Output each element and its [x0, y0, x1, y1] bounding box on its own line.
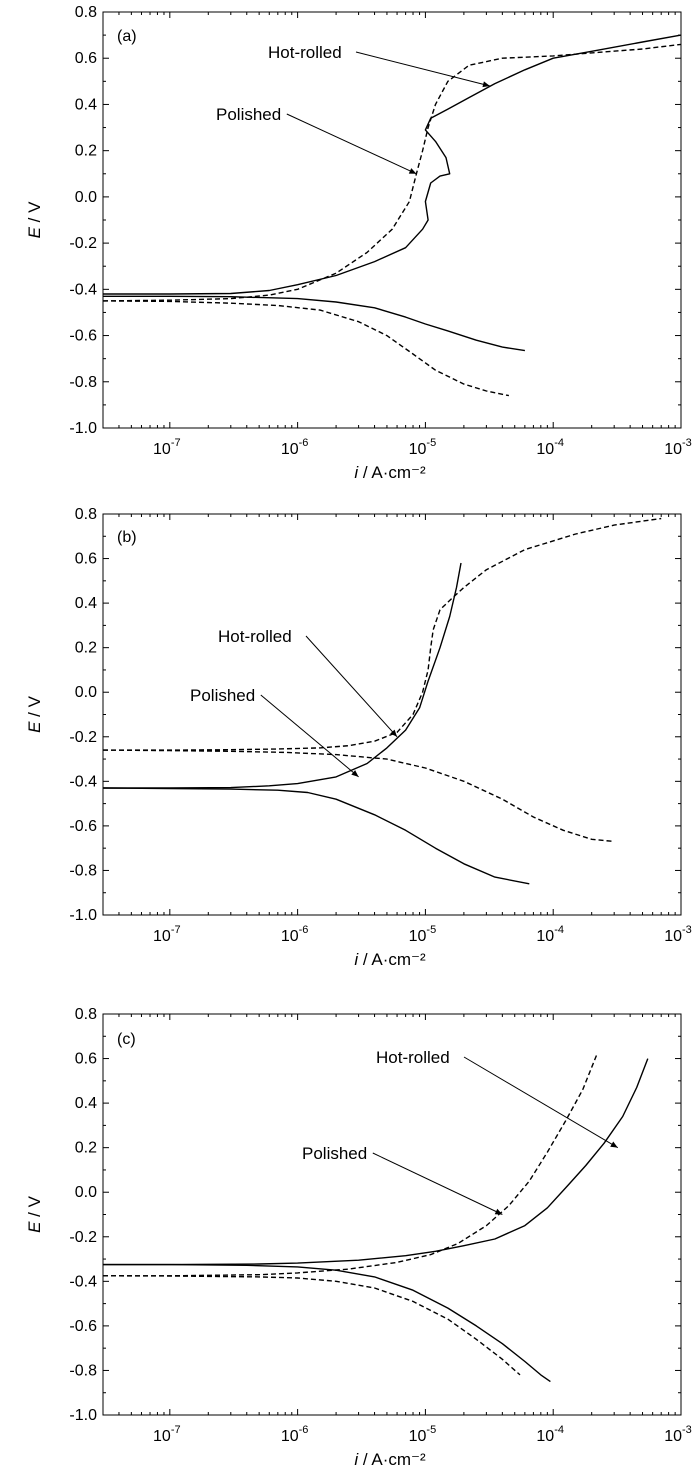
x-axis-title: i / A·cm⁻²: [354, 950, 426, 969]
y-tick-label: -0.4: [69, 1273, 97, 1290]
annotation-arrowhead: [390, 729, 398, 737]
series-solid-anodic-curve: [103, 34, 682, 295]
y-axis-title: E / V: [25, 695, 44, 733]
y-tick-label: 0.6: [75, 551, 97, 568]
series-solid-cathodic-curve: [102, 787, 530, 885]
annotation-label: Polished: [302, 1144, 367, 1163]
x-tick-label: 10-4: [536, 1424, 564, 1445]
series-dashed-anodic-curve: [103, 1053, 598, 1277]
y-tick-label: -0.4: [69, 773, 97, 790]
series-dashed-cathodic-curve: [102, 1275, 521, 1376]
series-solid-anodic-curve: [103, 1058, 649, 1266]
panel-label: (c): [117, 1031, 136, 1048]
series-dashed-cathodic-curve: [102, 749, 615, 843]
annotation-arrowhead: [408, 168, 417, 174]
x-tick-label: 10-7: [153, 924, 181, 945]
x-tick-label: 10-7: [153, 437, 181, 458]
series-solid-cathodic-curve: [103, 1263, 551, 1383]
x-tick-label: 10-5: [409, 924, 437, 945]
y-tick-label: 0.2: [75, 640, 97, 657]
plot-frame: [102, 1013, 682, 1416]
chart-panel-1: -1.0 -0.8 -0.6 -0.4 -0.2 0.0 0.2 0.4 0.6 0.8 10-7 1…: [25, 4, 692, 482]
y-tick-label: 0.4: [75, 595, 97, 612]
series-solid-cathodic-curve: [103, 295, 526, 352]
annotation-leader-line: [463, 1056, 619, 1149]
y-tick-label: 0.6: [75, 50, 97, 67]
y-axis-title: E / V: [25, 1195, 44, 1233]
annotation-label: Hot-rolled: [218, 627, 292, 646]
panel-label: (a): [117, 28, 137, 45]
y-tick-label: -0.6: [69, 818, 97, 835]
annotation-arrowhead: [610, 1141, 618, 1148]
y-tick-label: -1.0: [69, 907, 97, 924]
x-tick-label: 10-3: [664, 1424, 692, 1445]
y-tick-label: -1.0: [69, 1407, 97, 1424]
annotation-label: Hot-rolled: [268, 43, 342, 62]
plot-frame: [102, 11, 682, 429]
plot-frame: [102, 513, 682, 916]
y-tick-label: 0.4: [75, 96, 97, 113]
x-tick-label: 10-3: [664, 924, 692, 945]
series-dashed-anodic-curve: [102, 43, 682, 302]
annotation-leader-line: [372, 1152, 503, 1215]
x-tick-label: 10-3: [664, 437, 692, 458]
y-tick-label: 0.2: [75, 143, 97, 160]
annotation-label: Hot-rolled: [376, 1048, 450, 1067]
annotation-leader-line: [286, 113, 417, 175]
y-tick-label: -0.8: [69, 374, 97, 391]
series-dashed-anodic-curve: [103, 517, 662, 751]
y-tick-label: -0.6: [69, 328, 97, 345]
y-tick-label: -0.4: [69, 281, 97, 298]
x-tick-label: 10-5: [409, 1424, 437, 1445]
series-dashed-cathodic-curve: [102, 300, 510, 397]
x-tick-label: 10-4: [536, 437, 564, 458]
annotation-label: Polished: [216, 105, 281, 124]
x-tick-label: 10-6: [281, 1424, 309, 1445]
chart-panel-3: -1.0 -0.8 -0.6 -0.4 -0.2 0.0 0.2 0.4 0.6 0.8 10-7 1…: [25, 1006, 692, 1469]
annotation-leader-line: [355, 51, 491, 87]
y-tick-label: -0.8: [69, 1362, 97, 1379]
x-tick-label: 10-6: [281, 437, 309, 458]
y-tick-label: -1.0: [69, 420, 97, 437]
x-axis-title: i / A·cm⁻²: [354, 1450, 426, 1469]
y-tick-label: -0.6: [69, 1318, 97, 1335]
y-axis-title: E / V: [25, 201, 44, 239]
y-tick-label: 0.8: [75, 506, 97, 523]
y-tick-label: -0.2: [69, 235, 97, 252]
y-tick-label: -0.8: [69, 862, 97, 879]
panel-label: (b): [117, 529, 137, 546]
y-tick-label: 0.2: [75, 1140, 97, 1157]
annotation-arrowhead: [351, 770, 359, 777]
x-tick-label: 10-5: [409, 437, 437, 458]
annotation-label: Polished: [190, 686, 255, 705]
y-tick-label: 0.4: [75, 1095, 97, 1112]
y-tick-label: 0.8: [75, 1006, 97, 1023]
y-tick-label: -0.2: [69, 1229, 97, 1246]
y-tick-label: 0.0: [75, 1184, 97, 1201]
x-tick-label: 10-4: [536, 924, 564, 945]
annotation-arrowhead: [482, 81, 490, 88]
y-tick-label: 0.0: [75, 684, 97, 701]
x-tick-label: 10-7: [153, 1424, 181, 1445]
y-tick-label: 0.6: [75, 1051, 97, 1068]
y-tick-label: 0.8: [75, 4, 97, 21]
x-axis-title: i / A·cm⁻²: [354, 463, 426, 482]
annotation-leader-line: [260, 694, 359, 778]
series-solid-anodic-curve: [103, 562, 462, 789]
y-tick-label: 0.0: [75, 189, 97, 206]
x-tick-label: 10-6: [281, 924, 309, 945]
chart-panel-2: -1.0 -0.8 -0.6 -0.4 -0.2 0.0 0.2 0.4 0.6 0.8 10-7 1…: [25, 506, 692, 969]
annotation-leader-line: [305, 635, 398, 738]
annotation-arrowhead: [494, 1208, 503, 1215]
y-tick-label: -0.2: [69, 729, 97, 746]
